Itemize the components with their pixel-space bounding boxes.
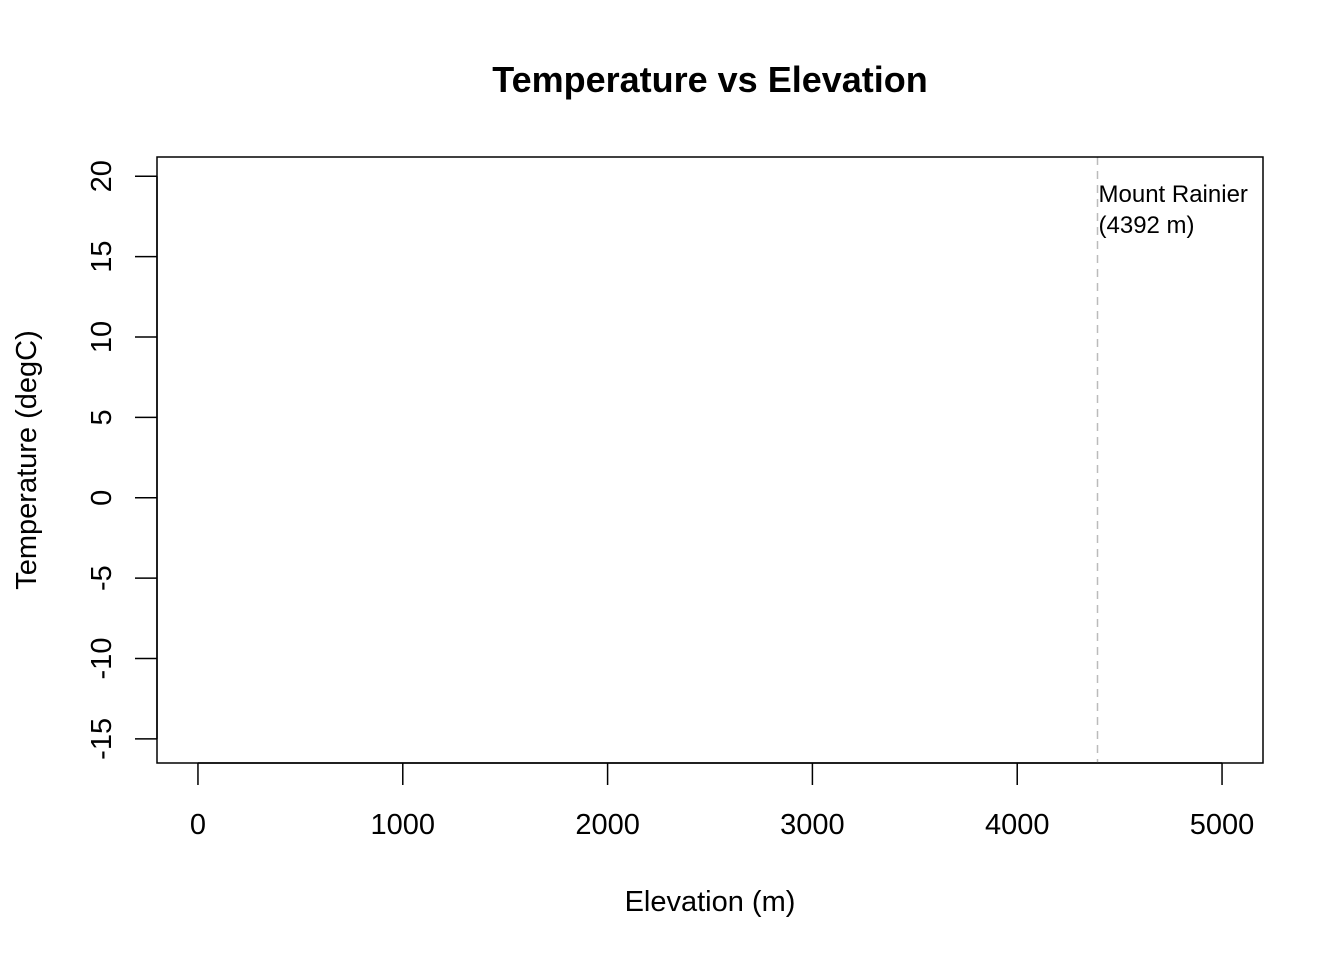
chart-title: Temperature vs Elevation <box>492 59 928 100</box>
y-tick-label: 15 <box>86 241 118 273</box>
x-tick-label: 2000 <box>575 809 640 841</box>
y-tick-label: 5 <box>86 409 118 425</box>
y-tick-label: -10 <box>86 638 118 680</box>
y-tick-label: -5 <box>86 565 118 591</box>
x-tick-label: 1000 <box>371 809 436 841</box>
x-tick-label: 5000 <box>1190 809 1255 841</box>
y-tick-label: -15 <box>86 718 118 760</box>
x-axis: 0 1000 2000 3000 4000 5000 <box>190 762 1255 841</box>
x-tick-label: 4000 <box>985 809 1050 841</box>
reference-line-label: (4392 m) <box>1099 212 1195 239</box>
x-tick-label: 0 <box>190 809 206 841</box>
x-axis-label: Elevation (m) <box>625 886 796 918</box>
reference-line-label: Mount Rainier <box>1099 181 1248 208</box>
y-tick-label: 0 <box>86 490 118 506</box>
reference-lines: Mount Rainier (4392 m) <box>1096 157 1248 763</box>
y-axis-label: Temperature (degC) <box>11 330 43 590</box>
y-tick-label: 10 <box>86 321 118 353</box>
y-axis: -15 -10 -5 0 5 10 15 20 <box>86 160 158 760</box>
y-tick-label: 20 <box>86 160 118 192</box>
x-tick-label: 3000 <box>780 809 845 841</box>
plot-frame <box>156 156 1264 764</box>
